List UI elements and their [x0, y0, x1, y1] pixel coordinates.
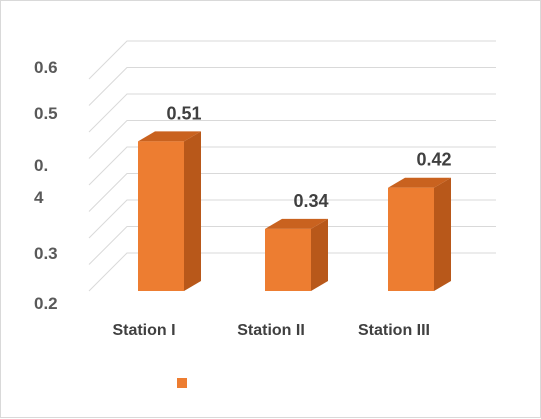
gridline	[88, 173, 496, 212]
bar	[138, 141, 184, 291]
gridlines	[88, 40, 496, 292]
bars	[138, 131, 451, 291]
legend-marker	[177, 378, 187, 388]
y-tick-label: 4	[34, 188, 44, 207]
x-tick-label: Station I	[112, 322, 175, 339]
data-label: 0.42	[416, 150, 451, 170]
bar-top	[138, 131, 201, 142]
bar-side	[311, 218, 328, 291]
y-tick-label: 0.2	[34, 294, 58, 313]
bar-side	[184, 131, 201, 291]
y-tick-label: 0.5	[34, 104, 58, 123]
data-label: 0.51	[166, 103, 201, 123]
bar-top	[388, 177, 451, 188]
gridline	[88, 226, 496, 265]
legend	[177, 378, 187, 388]
x-tick-label: Station III	[358, 322, 430, 339]
gridline	[88, 252, 496, 292]
data-labels: 0.51 0.34 0.42	[166, 103, 451, 211]
y-tick-label: 0.6	[34, 58, 58, 77]
data-label: 0.34	[293, 191, 328, 211]
gridline	[88, 120, 496, 159]
x-tick-label: Station II	[237, 322, 305, 339]
bar	[388, 187, 434, 291]
y-tick-label: 0.3	[34, 244, 58, 263]
bar	[265, 228, 311, 291]
x-axis-tick-labels: Station I Station II Station III	[112, 322, 430, 339]
y-axis-tick-labels: 0.6 0.5 0. 4 0.3 0.2	[34, 58, 58, 313]
gridline	[88, 199, 496, 239]
gridline	[88, 146, 496, 186]
gridline	[88, 40, 496, 80]
y-tick-label: 0.	[34, 156, 48, 175]
bar-top	[265, 218, 328, 229]
bar-side	[434, 177, 451, 291]
gridline	[88, 93, 496, 133]
gridline	[88, 67, 496, 106]
